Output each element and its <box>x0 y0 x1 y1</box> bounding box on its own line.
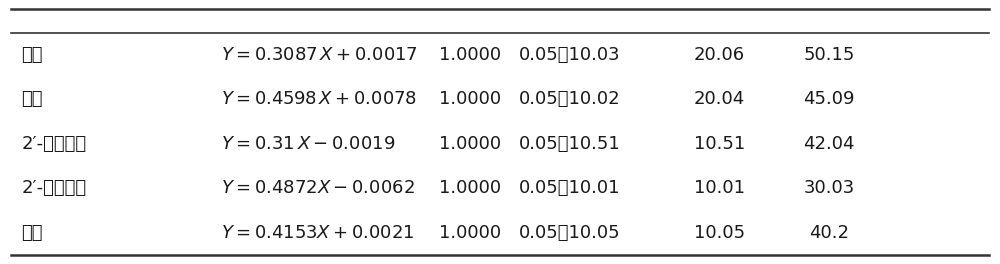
Text: 10.01: 10.01 <box>694 179 745 197</box>
Text: 0.05～10.03: 0.05～10.03 <box>519 46 621 64</box>
Text: 鸟苷: 鸟苷 <box>21 90 43 108</box>
Text: $Y = 0.3087\,X + 0.0017$: $Y = 0.3087\,X + 0.0017$ <box>221 46 418 64</box>
Text: 10.51: 10.51 <box>694 135 745 153</box>
Text: 1.0000: 1.0000 <box>439 46 501 64</box>
Text: $Y = 0.4153X + 0.0021$: $Y = 0.4153X + 0.0021$ <box>221 224 414 242</box>
Text: 20.06: 20.06 <box>694 46 745 64</box>
Text: 1.0000: 1.0000 <box>439 90 501 108</box>
Text: 50.15: 50.15 <box>803 46 855 64</box>
Text: $Y = 0.4598\,X + 0.0078$: $Y = 0.4598\,X + 0.0078$ <box>221 90 417 108</box>
Text: $Y = 0.31\,X - 0.0019$: $Y = 0.31\,X - 0.0019$ <box>221 135 395 153</box>
Text: 2′-脱氧肌苷: 2′-脱氧肌苷 <box>21 135 86 153</box>
Text: 0.05～10.02: 0.05～10.02 <box>519 90 621 108</box>
Text: 40.2: 40.2 <box>809 224 849 242</box>
Text: 肌苷: 肌苷 <box>21 46 43 64</box>
Text: 42.04: 42.04 <box>803 135 855 153</box>
Text: 1.0000: 1.0000 <box>439 135 501 153</box>
Text: 30.03: 30.03 <box>803 179 855 197</box>
Text: 胸苷: 胸苷 <box>21 224 43 242</box>
Text: 0.05～10.01: 0.05～10.01 <box>519 179 621 197</box>
Text: 0.05～10.05: 0.05～10.05 <box>519 224 621 242</box>
Text: 10.05: 10.05 <box>694 224 745 242</box>
Text: 2′-脱氧鸟苷: 2′-脱氧鸟苷 <box>21 179 86 197</box>
Text: $Y = 0.4872X - 0.0062$: $Y = 0.4872X - 0.0062$ <box>221 179 415 197</box>
Text: 20.04: 20.04 <box>694 90 745 108</box>
Text: 0.05～10.51: 0.05～10.51 <box>519 135 621 153</box>
Text: 1.0000: 1.0000 <box>439 224 501 242</box>
Text: 1.0000: 1.0000 <box>439 179 501 197</box>
Text: 45.09: 45.09 <box>803 90 855 108</box>
